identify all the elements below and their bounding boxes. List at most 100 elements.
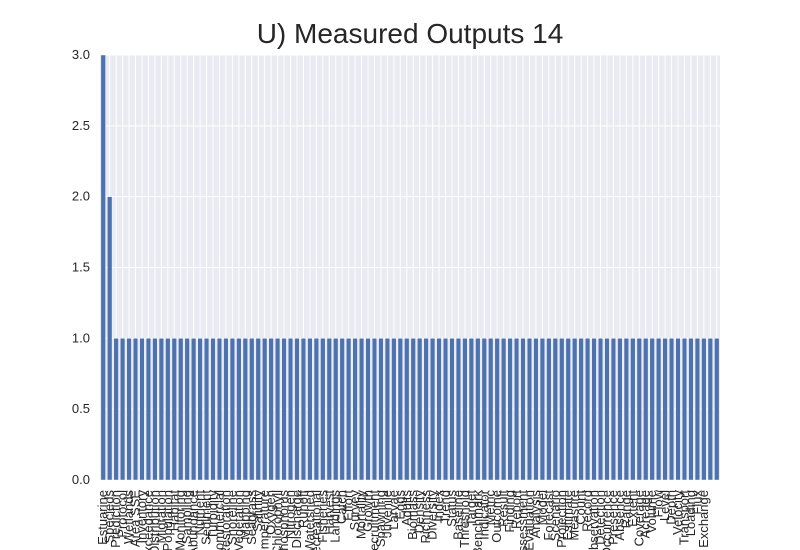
bar <box>462 338 468 481</box>
x-tick-label: Phosphorus <box>276 490 291 550</box>
bar <box>430 338 436 481</box>
bar <box>281 338 287 481</box>
bar <box>139 338 145 481</box>
bar <box>249 338 255 481</box>
x-tick-label: Projection <box>554 490 569 548</box>
bar <box>275 338 281 481</box>
x-tick-label: Depth <box>664 490 679 525</box>
bar <box>656 338 662 481</box>
bar <box>481 338 487 481</box>
bar <box>701 338 707 481</box>
bar <box>333 338 339 481</box>
x-tick-label: Count <box>573 490 588 525</box>
bar <box>320 338 326 481</box>
x-tick-label: Status <box>444 490 459 527</box>
bar <box>404 338 410 481</box>
chart-title: U) Measured Outputs 14 <box>256 18 564 49</box>
x-tick-label: Velocity <box>670 490 685 535</box>
bar <box>475 338 481 481</box>
bar <box>391 338 397 481</box>
bar <box>242 338 248 481</box>
bar <box>216 338 223 481</box>
x-tick-label: Habitat <box>166 490 181 532</box>
bar <box>675 338 681 481</box>
x-tick-label: Prediction <box>108 490 123 548</box>
x-tick-label: Transport <box>676 490 691 546</box>
bar <box>191 338 197 481</box>
y-tick-label: 0.0 <box>72 472 90 487</box>
x-tick-label: Loading <box>683 490 698 536</box>
x-tick-label: Occurrence <box>599 490 614 550</box>
x-tick-label: Wetlands <box>121 490 136 544</box>
bar <box>617 338 623 481</box>
bar <box>378 338 384 481</box>
x-tick-label: Index <box>431 490 446 522</box>
bar <box>100 54 106 481</box>
bar <box>120 338 126 481</box>
x-tick-label: Nutrient <box>192 490 207 536</box>
bar <box>384 338 390 481</box>
bar <box>488 338 494 481</box>
bar <box>572 338 578 481</box>
x-tick-label: Indicator <box>476 489 491 540</box>
x-tick-label: Shoreline <box>224 490 239 545</box>
bar <box>604 338 610 481</box>
bar <box>223 338 229 481</box>
x-tick-label: Benchmark <box>470 490 485 550</box>
bar <box>262 338 268 481</box>
x-tick-label: Sediment <box>199 490 214 545</box>
bar <box>597 338 604 481</box>
x-tick-label: Nitrogen <box>283 490 298 539</box>
x-tick-label: Target <box>463 490 478 527</box>
bar <box>514 338 520 481</box>
bar <box>359 338 365 481</box>
x-tick-label: Extent <box>625 490 640 527</box>
bar <box>171 338 177 481</box>
bar <box>132 338 139 481</box>
x-tick-label: Vegetation <box>231 490 246 550</box>
bar <box>294 338 300 481</box>
bar <box>326 338 332 481</box>
x-tick-label: Recreational <box>308 490 323 550</box>
x-tick-label: Specieds <box>102 490 117 544</box>
bar <box>546 338 552 481</box>
bar <box>501 338 507 481</box>
x-tick-label: Analysis <box>528 490 543 539</box>
bar <box>636 338 642 481</box>
x-tick-label: Result <box>496 490 511 527</box>
x-tick-label: Presence <box>605 490 620 545</box>
x-tick-label: Watershed <box>302 490 317 550</box>
bar <box>565 338 571 481</box>
x-tick-label: Absence <box>612 490 627 541</box>
x-tick-label: Spawning <box>373 490 388 547</box>
x-tick-label: Protocol <box>115 490 130 538</box>
bar <box>365 338 371 481</box>
bar <box>410 338 416 481</box>
bar <box>178 338 184 481</box>
bar <box>688 338 694 481</box>
bar <box>255 338 261 481</box>
bar <box>520 338 526 481</box>
x-tick-label: Mapping <box>237 490 252 540</box>
x-tick-label: Growth <box>360 490 375 532</box>
bar <box>126 338 132 481</box>
x-tick-label: Coverage <box>631 490 646 546</box>
bar <box>287 338 294 481</box>
y-tick-label: 1.0 <box>72 330 90 345</box>
x-tick-label: Biomass <box>405 490 420 540</box>
bar <box>339 338 345 481</box>
bar <box>552 338 558 481</box>
x-tick-label: Recruitment <box>366 490 381 550</box>
x-tick-label: Richness <box>418 490 433 544</box>
x-tick-label: Runoff <box>295 490 310 528</box>
x-tick-label: Juvenile <box>379 490 394 538</box>
bar <box>300 338 306 481</box>
x-tick-label: Seagrass <box>244 490 259 545</box>
x-tick-label: Adults <box>399 490 414 527</box>
x-tick-label: Model <box>534 490 549 526</box>
bar <box>307 338 313 481</box>
x-tick-label: Observation <box>586 490 601 550</box>
bar <box>649 338 655 481</box>
x-tick-label: Exchange <box>696 490 711 548</box>
x-tick-label: Migration <box>153 490 168 543</box>
